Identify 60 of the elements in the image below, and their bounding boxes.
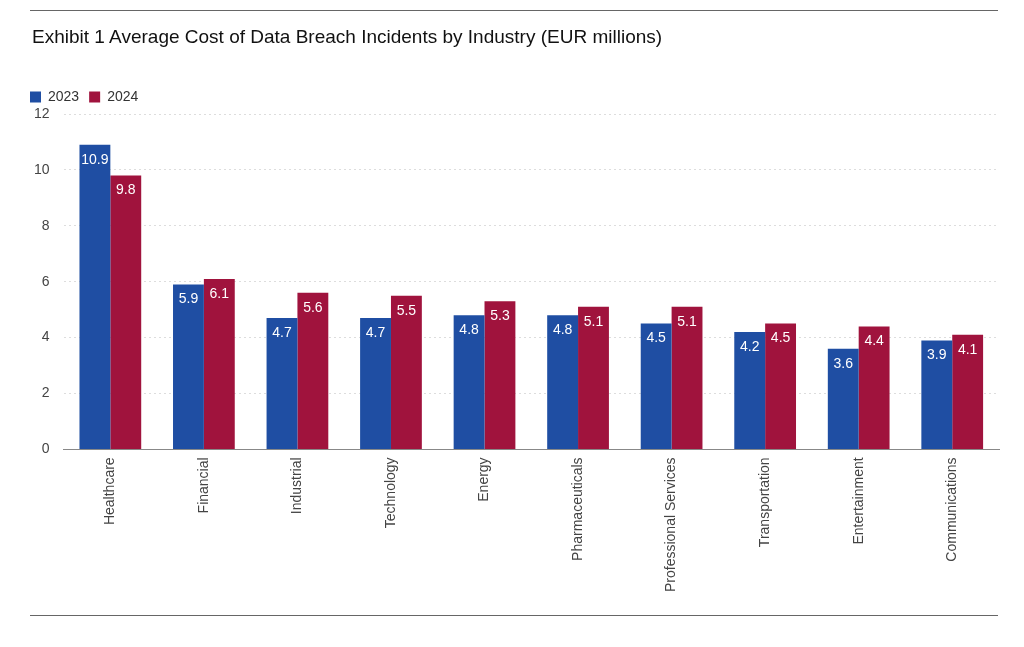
- data-label: 4.5: [770, 329, 791, 346]
- bar: [360, 318, 391, 449]
- data-label: 5.5: [396, 301, 417, 318]
- data-label: 4.7: [365, 323, 386, 340]
- data-label: 6.1: [209, 284, 230, 301]
- data-label: 4.4: [864, 332, 885, 349]
- bar: [484, 301, 516, 449]
- bar: [578, 306, 609, 449]
- x-tick-label: Pharmaceuticals: [568, 457, 585, 561]
- data-label: 9.8: [116, 181, 136, 198]
- bar: [173, 284, 204, 449]
- x-tick-label: Energy: [475, 457, 492, 502]
- data-label: 5.9: [178, 290, 199, 307]
- bar: [671, 306, 703, 449]
- data-label: 5.1: [677, 312, 697, 329]
- bar: [640, 323, 672, 449]
- y-tick-label: 2: [41, 384, 50, 401]
- bar: [765, 323, 797, 449]
- x-tick-label: Financial: [194, 457, 211, 514]
- legend-label: 2023: [48, 87, 80, 104]
- x-tick-label: Entertainment: [849, 457, 866, 545]
- bar: [110, 175, 142, 449]
- bar: [79, 144, 111, 449]
- x-tick-label: Professional Services: [662, 457, 679, 593]
- data-label: 4.8: [459, 321, 480, 338]
- x-tick-label: Industrial: [288, 457, 305, 515]
- data-label: 4.2: [739, 337, 760, 354]
- bar: [547, 315, 579, 449]
- chart-title: Exhibit 1 Average Cost of Data Breach Incidents by Industry (EUR millions): [32, 26, 663, 48]
- data-label: 3.6: [833, 354, 854, 371]
- y-tick-label: 0: [41, 440, 50, 457]
- bar: [297, 292, 329, 449]
- data-label: 10.9: [81, 150, 109, 167]
- bar: [266, 318, 298, 449]
- y-tick-label: 8: [41, 216, 50, 233]
- x-tick-label: Communications: [943, 457, 960, 562]
- data-label: 5.3: [490, 307, 510, 324]
- data-label: 4.8: [552, 321, 573, 338]
- data-label: 4.5: [646, 329, 667, 346]
- y-tick-label: 6: [41, 272, 50, 289]
- bar: [858, 326, 890, 449]
- bar: [203, 278, 235, 449]
- y-tick-label: 12: [33, 104, 50, 121]
- y-tick-label: 10: [33, 160, 50, 177]
- bar: [453, 315, 485, 449]
- bar: [390, 295, 422, 449]
- bar: [827, 348, 859, 449]
- data-label: 5.6: [303, 298, 323, 315]
- x-tick-label: Transportation: [756, 457, 772, 548]
- data-label: 3.9: [927, 346, 947, 363]
- data-label: 4.7: [272, 323, 292, 340]
- bar: [952, 334, 984, 449]
- bar: [921, 340, 953, 449]
- data-label: 4.1: [957, 340, 978, 357]
- bar: [734, 332, 766, 449]
- x-tick-label: Technology: [381, 457, 398, 529]
- legend-label: 2024: [107, 87, 139, 104]
- y-tick-label: 4: [41, 328, 50, 345]
- x-tick-label: Healthcare: [101, 457, 118, 526]
- data-label: 5.1: [583, 312, 604, 329]
